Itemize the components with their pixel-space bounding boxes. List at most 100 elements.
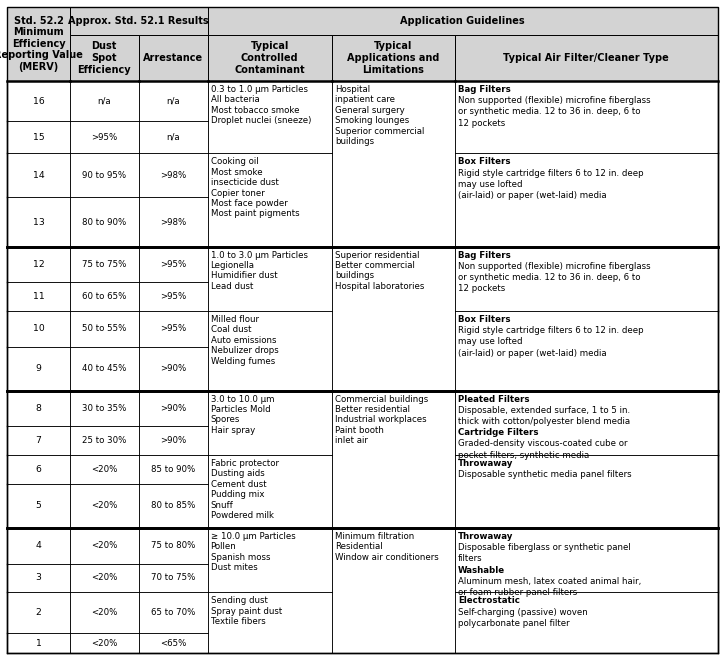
Text: 2: 2: [36, 609, 41, 617]
Text: 13: 13: [33, 218, 44, 226]
Text: Commercial buildings
Better residential
Industrial workplaces
Paint booth
inlet : Commercial buildings Better residential …: [335, 395, 428, 446]
Text: >90%: >90%: [160, 436, 186, 446]
Text: or foam rubber panel filters: or foam rubber panel filters: [457, 588, 577, 597]
Text: Bag Filters: Bag Filters: [457, 85, 510, 94]
Text: Washable: Washable: [457, 566, 505, 574]
Text: pocket filters, synthetic media: pocket filters, synthetic media: [457, 451, 589, 459]
Text: Minimum filtration
Residential
Window air conditioners: Minimum filtration Residential Window ai…: [335, 532, 439, 562]
Text: Disposable synthetic media panel filters: Disposable synthetic media panel filters: [457, 471, 631, 479]
Text: Std. 52.2
Minimum
Efficiency
Reporting Value
(MERV): Std. 52.2 Minimum Efficiency Reporting V…: [0, 16, 83, 72]
Text: 25 to 30%: 25 to 30%: [82, 436, 126, 446]
Bar: [207, 35, 332, 81]
Text: Sending dust
Spray paint dust
Textile fibers: Sending dust Spray paint dust Textile fi…: [210, 597, 282, 626]
Bar: [455, 35, 718, 81]
Bar: [7, 7, 70, 81]
Text: n/a: n/a: [166, 133, 180, 142]
Text: Cartridge Filters: Cartridge Filters: [457, 428, 538, 437]
Text: Bag Filters: Bag Filters: [457, 251, 510, 259]
Text: 40 to 45%: 40 to 45%: [82, 364, 126, 373]
Text: 3.0 to 10.0 μm
Particles Mold
Spores
Hair spray: 3.0 to 10.0 μm Particles Mold Spores Hai…: [210, 395, 274, 435]
Text: >95%: >95%: [160, 292, 186, 301]
Text: Rigid style cartridge filters 6 to 12 in. deep: Rigid style cartridge filters 6 to 12 in…: [457, 326, 643, 335]
Text: 60 to 65%: 60 to 65%: [82, 292, 126, 301]
Text: Throwaway: Throwaway: [457, 459, 513, 468]
Text: 80 to 90%: 80 to 90%: [82, 218, 126, 226]
Text: n/a: n/a: [166, 96, 180, 106]
Text: <20%: <20%: [91, 609, 117, 617]
Text: >90%: >90%: [160, 404, 186, 413]
Text: Arrestance: Arrestance: [143, 53, 203, 63]
Text: <20%: <20%: [91, 465, 117, 474]
Text: filters: filters: [457, 554, 482, 564]
Bar: [70, 7, 207, 35]
Text: >95%: >95%: [160, 324, 186, 333]
Text: or synthetic media. 12 to 36 in. deep, 6 to: or synthetic media. 12 to 36 in. deep, 6…: [457, 273, 640, 282]
Text: 10: 10: [33, 324, 44, 333]
Text: Self-charging (passive) woven: Self-charging (passive) woven: [457, 608, 587, 616]
Text: Electrostatic: Electrostatic: [457, 597, 520, 605]
Text: 5: 5: [36, 502, 41, 510]
Text: Typical
Applications and
Limitations: Typical Applications and Limitations: [347, 42, 439, 75]
Text: 70 to 75%: 70 to 75%: [151, 574, 195, 583]
Text: <20%: <20%: [91, 502, 117, 510]
Text: 9: 9: [36, 364, 41, 373]
Text: Non supported (flexible) microfine fiberglass: Non supported (flexible) microfine fiber…: [457, 262, 650, 271]
Text: 12 pockets: 12 pockets: [457, 284, 505, 293]
Text: <20%: <20%: [91, 639, 117, 647]
Text: or synthetic media. 12 to 36 in. deep, 6 to: or synthetic media. 12 to 36 in. deep, 6…: [457, 108, 640, 116]
Text: 7: 7: [36, 436, 41, 446]
Text: polycarbonate panel filter: polycarbonate panel filter: [457, 618, 569, 628]
Text: Rigid style cartridge filters 6 to 12 in. deep: Rigid style cartridge filters 6 to 12 in…: [457, 168, 643, 178]
Text: Box Filters: Box Filters: [457, 157, 510, 166]
Text: 15: 15: [33, 133, 44, 142]
Text: Typical Air Filter/Cleaner Type: Typical Air Filter/Cleaner Type: [503, 53, 669, 63]
Text: Approx. Std. 52.1 Results: Approx. Std. 52.1 Results: [68, 16, 209, 26]
Bar: [138, 35, 207, 81]
Text: 12 pockets: 12 pockets: [457, 119, 505, 127]
Text: Dust
Spot
Efficiency: Dust Spot Efficiency: [78, 42, 131, 75]
Text: <20%: <20%: [91, 541, 117, 550]
Text: Application Guidelines: Application Guidelines: [400, 16, 525, 26]
Text: <65%: <65%: [160, 639, 186, 647]
Text: 75 to 80%: 75 to 80%: [151, 541, 195, 550]
Bar: [332, 35, 455, 81]
Text: 85 to 90%: 85 to 90%: [151, 465, 195, 474]
Bar: [7, 7, 718, 81]
Text: may use lofted: may use lofted: [457, 180, 522, 189]
Text: Throwaway: Throwaway: [457, 532, 513, 541]
Text: >98%: >98%: [160, 171, 186, 180]
Text: Disposable, extended surface, 1 to 5 in.: Disposable, extended surface, 1 to 5 in.: [457, 406, 630, 415]
Text: may use lofted: may use lofted: [457, 337, 522, 346]
Text: 30 to 35%: 30 to 35%: [82, 404, 126, 413]
Text: <20%: <20%: [91, 574, 117, 583]
Text: Box Filters: Box Filters: [457, 315, 510, 324]
Bar: [70, 35, 138, 81]
Text: 65 to 70%: 65 to 70%: [151, 609, 195, 617]
Text: Hospital
inpatient care
General surgery
Smoking lounges
Superior commercial
buil: Hospital inpatient care General surgery …: [335, 85, 424, 146]
Text: Fabric protector
Dusting aids
Cement dust
Pudding mix
Snuff
Powdered milk: Fabric protector Dusting aids Cement dus…: [210, 459, 278, 520]
Text: 12: 12: [33, 260, 44, 269]
Text: 16: 16: [33, 96, 44, 106]
Text: Aluminum mesh, latex coated animal hair,: Aluminum mesh, latex coated animal hair,: [457, 577, 641, 585]
Text: (air-laid) or paper (wet-laid) media: (air-laid) or paper (wet-laid) media: [457, 191, 606, 200]
Text: 4: 4: [36, 541, 41, 550]
Text: 75 to 75%: 75 to 75%: [82, 260, 126, 269]
Text: Disposable fiberglass or synthetic panel: Disposable fiberglass or synthetic panel: [457, 543, 631, 552]
Text: 50 to 55%: 50 to 55%: [82, 324, 126, 333]
Text: 6: 6: [36, 465, 41, 474]
Text: 1: 1: [36, 639, 41, 647]
Text: Milled flour
Coal dust
Auto emissions
Nebulizer drops
Welding fumes: Milled flour Coal dust Auto emissions Ne…: [210, 315, 278, 366]
Text: 80 to 85%: 80 to 85%: [151, 502, 195, 510]
Text: 0.3 to 1.0 μm Particles
All bacteria
Most tobacco smoke
Droplet nuclei (sneeze): 0.3 to 1.0 μm Particles All bacteria Mos…: [210, 85, 311, 125]
Text: >95%: >95%: [160, 260, 186, 269]
Text: Superior residential
Better commercial
buildings
Hospital laboratories: Superior residential Better commercial b…: [335, 251, 424, 291]
Text: n/a: n/a: [97, 96, 111, 106]
Text: >95%: >95%: [91, 133, 117, 142]
Text: Graded-density viscous-coated cube or: Graded-density viscous-coated cube or: [457, 440, 627, 448]
Text: Non supported (flexible) microfine fiberglass: Non supported (flexible) microfine fiber…: [457, 96, 650, 105]
Text: Typical
Controlled
Contaminant: Typical Controlled Contaminant: [234, 42, 305, 75]
Text: ≥ 10.0 μm Particles
Pollen
Spanish moss
Dust mites: ≥ 10.0 μm Particles Pollen Spanish moss …: [210, 532, 295, 572]
Text: 11: 11: [33, 292, 44, 301]
Text: 90 to 95%: 90 to 95%: [82, 171, 126, 180]
Text: >98%: >98%: [160, 218, 186, 226]
